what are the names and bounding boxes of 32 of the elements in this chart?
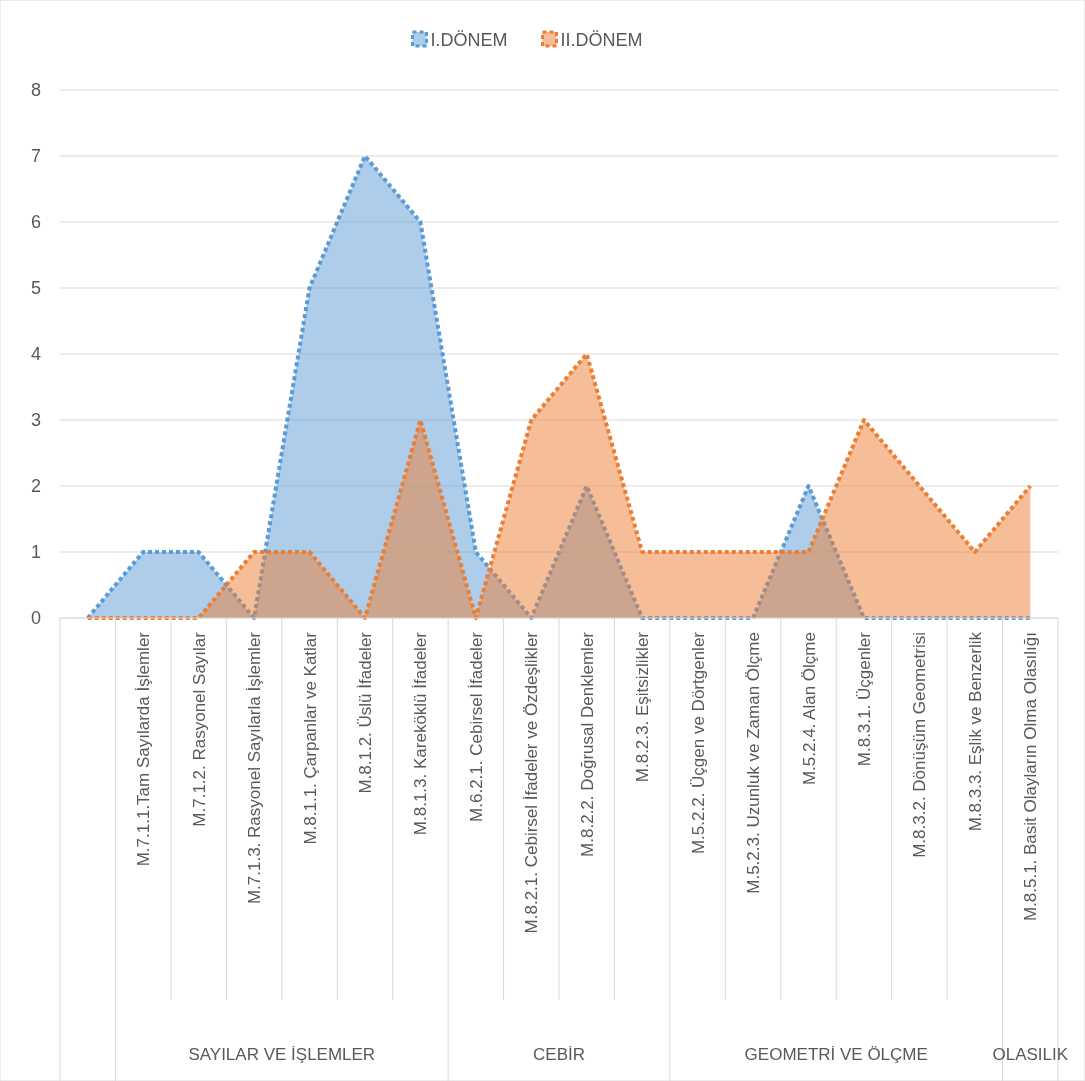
- y-tick-label: 2: [30, 476, 42, 497]
- x-tick-label: M.5.2.3. Uzunluk ve Zaman Ölçme: [744, 632, 764, 894]
- text: OLASILIK: [992, 1045, 1069, 1064]
- legend-label: II.DÖNEM: [560, 30, 643, 51]
- x-tick-label: M.8.5.1. Basit Olayların Olma Olasılığı: [1021, 632, 1041, 922]
- x-tick-label: M.8.1.2. Üslü İfadeler: [355, 631, 375, 794]
- x-tick-label: M.6.2.1. Cebirsel İfadeler: [466, 631, 486, 822]
- y-tick-label: 8: [30, 80, 42, 101]
- y-tick-label: 7: [30, 146, 42, 167]
- legend-label: I.DÖNEM: [430, 30, 508, 51]
- x-tick-label: M.5.2.4. Alan Ölçme: [799, 632, 819, 786]
- x-tick-label: M.8.1.1. Çarpanlar ve Katlar: [300, 631, 320, 845]
- y-tick-label: 4: [30, 344, 42, 365]
- y-tick-label: 6: [30, 212, 42, 233]
- x-tick-label: M.8.3.2. Dönüşüm Geometrisi: [910, 632, 930, 858]
- y-tick-label: 3: [30, 410, 42, 431]
- x-tick-label: M.7.1.1.Tam Sayılarda İşlemler: [134, 631, 154, 867]
- x-tick-label: M.8.2.2. Doğrusal Denklemler: [577, 631, 597, 857]
- x-tick-label: M.8.1.3. Kareköklü İfadeler: [411, 631, 431, 836]
- y-tick-label: 0: [30, 608, 42, 629]
- x-tick-label: M.7.1.3. Rasyonel Sayılarla İşlemler: [245, 631, 265, 905]
- x-tick-label: M.7.1.2. Rasyonel Sayılar: [189, 631, 209, 827]
- y-tick-label: 5: [30, 278, 42, 299]
- text: SAYILAR VE İŞLEMLER: [188, 1045, 376, 1064]
- text: GEOMETRİ VE ÖLÇME: [744, 1045, 928, 1064]
- text: CEBİR: [533, 1045, 585, 1064]
- x-tick-label: M.8.2.1. Cebirsel İfadeler ve Özdeşlikler: [522, 631, 542, 934]
- x-tick-label: M.8.3.3. Eşlik ve Benzerlik: [965, 631, 985, 832]
- x-tick-label: M.8.2.3. Eşitsizlikler: [633, 631, 653, 783]
- x-tick-label: M.8.3.1. Üçgenler: [854, 631, 874, 767]
- x-tick-label: M.5.2.2. Üçgen ve Dörtgenler: [688, 631, 708, 855]
- y-tick-label: 1: [30, 542, 42, 563]
